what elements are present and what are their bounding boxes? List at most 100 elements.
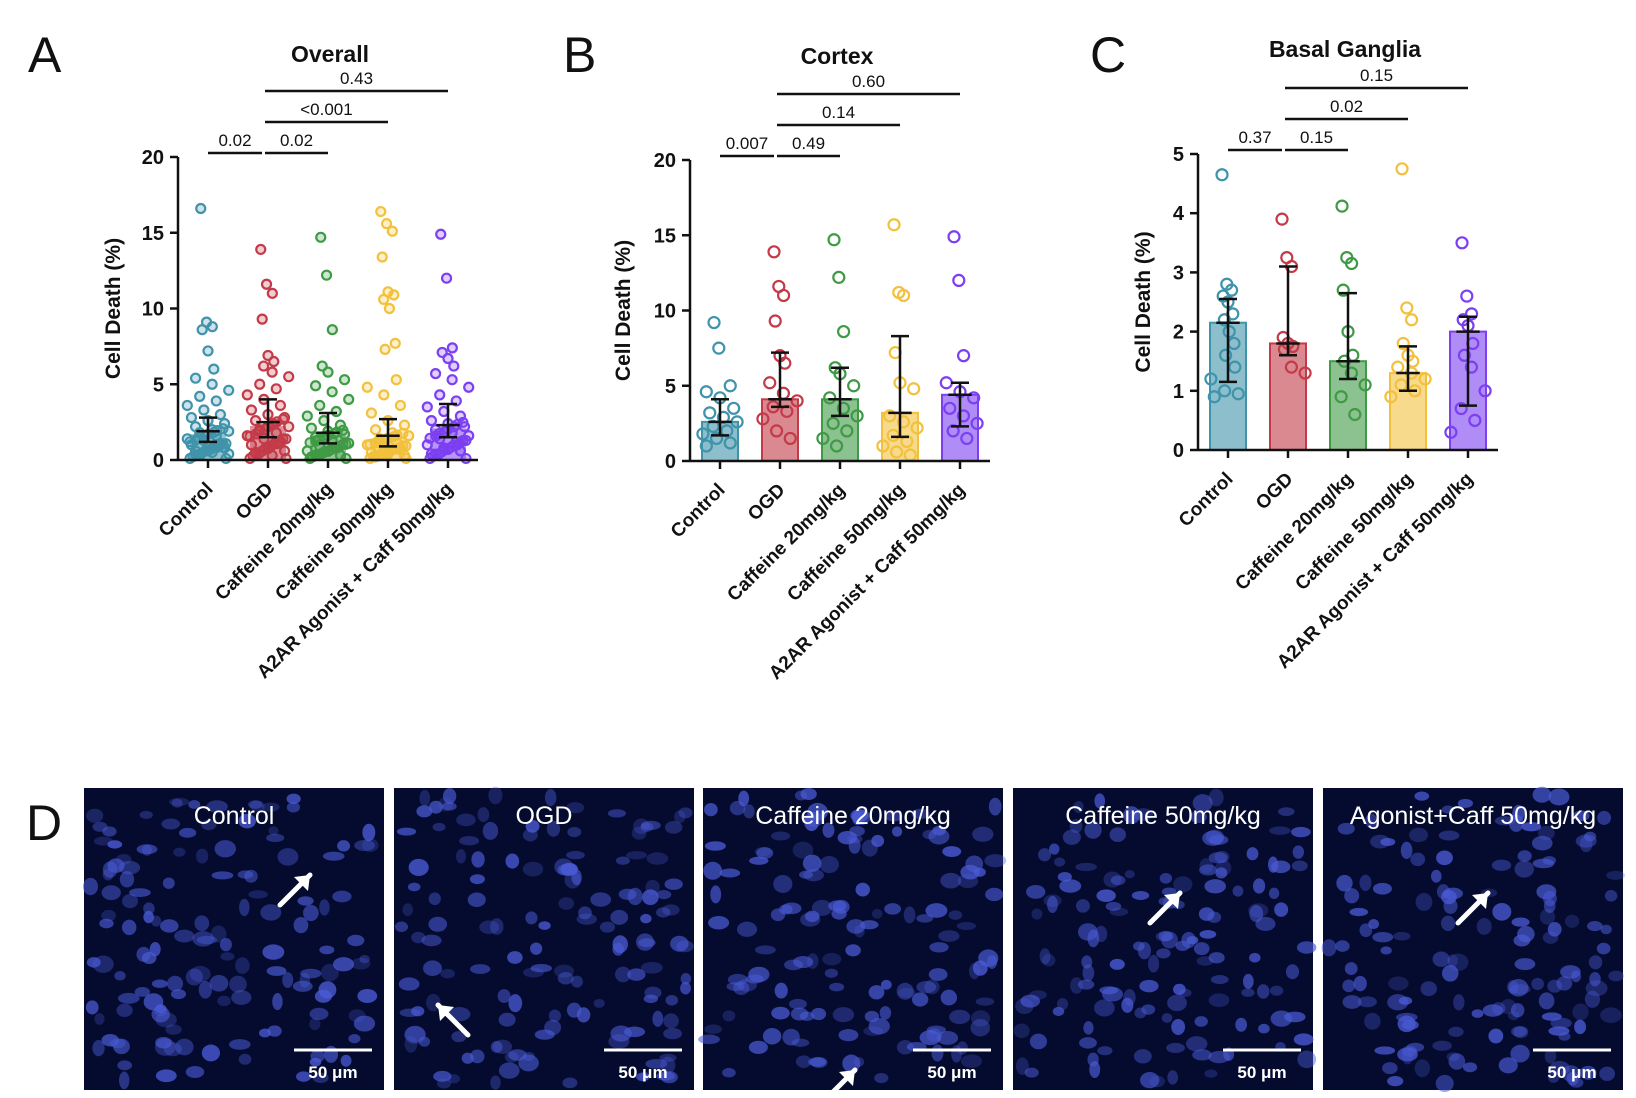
data-point xyxy=(379,343,391,356)
nucleus xyxy=(1042,953,1056,967)
nucleus xyxy=(1409,827,1429,843)
nucleus xyxy=(1370,834,1391,849)
nucleus xyxy=(1181,931,1196,949)
nucleus xyxy=(351,957,371,970)
nucleus xyxy=(770,831,791,841)
nucleus xyxy=(1291,826,1311,838)
nucleus xyxy=(101,885,121,901)
nucleus xyxy=(1436,850,1453,866)
nucleus xyxy=(970,1010,991,1027)
nucleus xyxy=(1441,915,1456,932)
nucleus xyxy=(262,944,285,960)
nucleus xyxy=(1249,905,1264,923)
nucleus xyxy=(1513,1026,1529,1039)
micrograph-label: Caffeine 50mg/kg xyxy=(1065,802,1261,830)
nucleus xyxy=(804,910,820,923)
nucleus xyxy=(402,903,414,917)
nucleus xyxy=(1210,975,1229,985)
y-tick-label: 10 xyxy=(654,301,676,323)
nucleus xyxy=(1258,1023,1270,1034)
y-tick-label: 2 xyxy=(1173,322,1184,344)
y-tick-label: 5 xyxy=(153,374,164,396)
nucleus xyxy=(455,849,467,864)
nucleus xyxy=(1062,829,1081,845)
nucleus xyxy=(1349,907,1369,917)
nucleus xyxy=(674,810,686,824)
nucleus xyxy=(459,835,480,846)
nucleus xyxy=(175,1038,194,1056)
data-point xyxy=(369,424,382,436)
nucleus xyxy=(322,851,345,861)
data-point xyxy=(330,405,342,418)
y-tick-label: 10 xyxy=(142,299,164,321)
nucleus xyxy=(155,1069,177,1083)
nucleus xyxy=(1337,822,1355,835)
nucleus xyxy=(1538,992,1555,1010)
nucleus xyxy=(640,913,652,924)
nucleus xyxy=(1441,889,1457,905)
nucleus xyxy=(1242,973,1254,989)
nucleus xyxy=(86,808,104,823)
data-point xyxy=(1204,372,1218,386)
nucleus xyxy=(173,847,186,857)
nucleus xyxy=(1589,972,1601,987)
nucleus xyxy=(228,1039,251,1050)
nucleus xyxy=(1500,998,1517,1015)
data-point xyxy=(1454,401,1468,416)
nucleus xyxy=(1579,1065,1597,1080)
nucleus xyxy=(1077,979,1095,990)
nucleus xyxy=(643,994,659,1004)
nucleus xyxy=(166,975,184,992)
data-point xyxy=(707,315,721,330)
nucleus xyxy=(421,934,442,947)
nucleus xyxy=(1232,885,1244,897)
nucleus xyxy=(636,1072,649,1082)
nucleus xyxy=(407,882,421,892)
data-point xyxy=(403,430,415,442)
nucleus xyxy=(1414,1059,1431,1078)
nucleus xyxy=(477,807,490,823)
nucleus xyxy=(1510,1044,1530,1063)
nucleus xyxy=(736,921,758,937)
chart-title: Cortex xyxy=(801,43,874,69)
nucleus xyxy=(566,802,585,814)
nucleus xyxy=(136,844,158,855)
data-point xyxy=(956,349,971,363)
nucleus xyxy=(1278,807,1295,816)
data-point xyxy=(768,314,782,328)
nucleus xyxy=(432,822,446,832)
nucleus xyxy=(1335,940,1350,952)
nucleus xyxy=(1214,850,1230,864)
data-point xyxy=(388,289,400,301)
nucleus xyxy=(1441,964,1459,982)
data-point xyxy=(189,372,202,384)
nucleus xyxy=(1249,952,1261,963)
nucleus xyxy=(1208,852,1228,864)
nucleus xyxy=(189,965,211,983)
nucleus xyxy=(1038,848,1052,862)
nucleus xyxy=(748,966,770,983)
data-point xyxy=(1418,372,1432,386)
data-point xyxy=(1384,390,1398,404)
panel-letter-c: C xyxy=(1090,27,1126,83)
nucleus xyxy=(970,1019,991,1037)
nucleus xyxy=(1024,1067,1039,1078)
panel-letter-a: A xyxy=(28,27,62,83)
nucleus xyxy=(248,800,263,809)
nucleus xyxy=(1133,1049,1152,1064)
nucleus xyxy=(113,1038,130,1055)
data-point xyxy=(198,404,210,416)
nucleus xyxy=(1359,923,1373,938)
nucleus xyxy=(1572,1003,1589,1021)
micrograph-row: Control 50 μm OGD 50 μm Caffeine 20mg/kg 50 μ… xyxy=(82,786,1626,1098)
y-tick-label: 0 xyxy=(153,450,164,472)
p-value-label: 0.14 xyxy=(822,103,855,122)
data-point xyxy=(268,355,280,368)
nucleus xyxy=(1252,878,1266,894)
nucleus xyxy=(1491,859,1512,871)
nucleus xyxy=(557,972,574,985)
nucleus xyxy=(719,868,741,878)
scale-bar-label: 50 μm xyxy=(308,1063,357,1082)
nucleus xyxy=(1600,924,1612,935)
nucleus xyxy=(266,966,287,976)
